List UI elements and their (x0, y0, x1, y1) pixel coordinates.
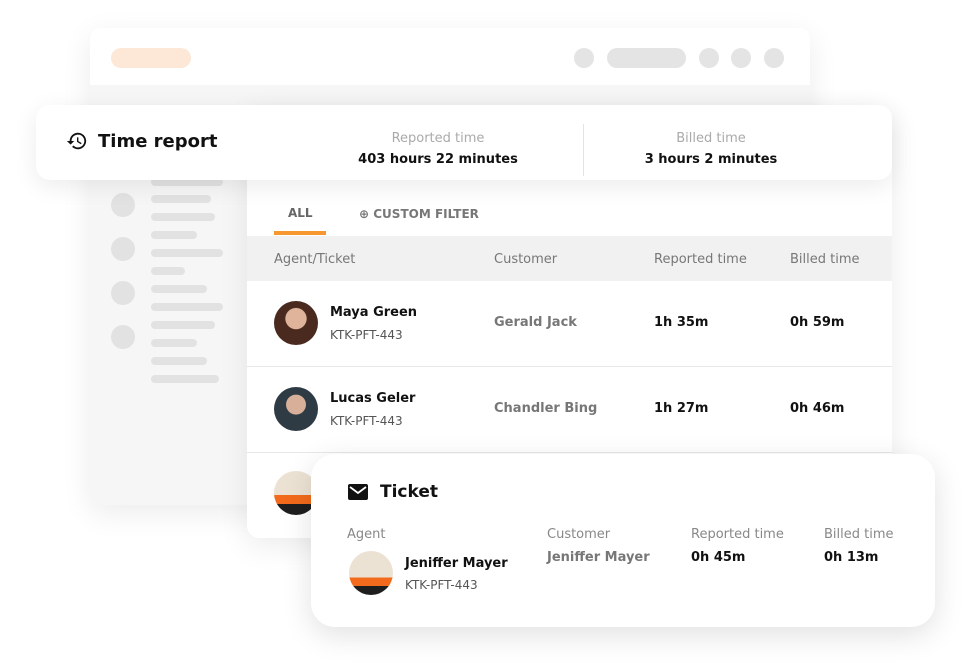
ticket-card (311, 454, 935, 627)
billed-time: 0h 13m (824, 550, 879, 565)
avatar (349, 551, 393, 595)
agent-name: Lucas Geler (330, 391, 416, 406)
skeleton-line (151, 178, 223, 186)
skeleton-line (151, 321, 215, 329)
ticket-title: Ticket (348, 482, 438, 502)
ticket-id[interactable]: KTK-PFT-443 (330, 414, 403, 428)
history-icon (66, 132, 87, 150)
tab-all[interactable]: ALL (288, 206, 313, 220)
column-header: Customer (494, 252, 558, 267)
ticket-title-text: Ticket (380, 482, 439, 502)
customer-name: Chandler Bing (494, 401, 598, 416)
skeleton-line (151, 267, 185, 275)
table-header (247, 236, 892, 281)
avatar (274, 387, 318, 431)
customer-name: Jeniffer Mayer (547, 550, 650, 565)
tab-custom-filter[interactable]: ⊕ CUSTOM FILTER (359, 207, 479, 221)
column-header: Reported time (654, 252, 747, 267)
customer-label: Customer (547, 527, 611, 542)
placeholder-pill (607, 48, 686, 68)
skeleton-line (151, 249, 223, 257)
skeleton-avatar (111, 237, 135, 261)
skeleton-line (151, 375, 219, 383)
placeholder-dot (731, 48, 751, 68)
stat-value: 403 hours 22 minutes (358, 152, 518, 167)
skeleton-avatar (111, 325, 135, 349)
skeleton-line (151, 357, 207, 365)
placeholder-dot (764, 48, 784, 68)
page-title: Time report (66, 130, 218, 152)
billed-label: Billed time (824, 527, 894, 542)
reported-time: 0h 45m (691, 550, 746, 565)
agent-name: Maya Green (330, 305, 418, 320)
billed-time: 0h 59m (790, 315, 845, 330)
skeleton-avatar (111, 281, 135, 305)
placeholder-dot (699, 48, 719, 68)
avatar (274, 301, 318, 345)
customer-name: Gerald Jack (494, 315, 577, 330)
ticket-id[interactable]: KTK-PFT-443 (330, 328, 403, 342)
plus-circle-icon: ⊕ (359, 207, 370, 221)
reported-time-stat: Reported time 403 hours 22 minutes (318, 131, 558, 167)
envelope-icon (348, 484, 368, 500)
stat-value: 3 hours 2 minutes (644, 152, 778, 167)
agent-label: Agent (347, 527, 386, 542)
skeleton-line (151, 303, 223, 311)
divider (583, 124, 584, 176)
report-header (36, 105, 892, 180)
table-row[interactable] (247, 281, 892, 367)
skeleton-avatar (111, 193, 135, 217)
column-header: Agent/Ticket (274, 252, 356, 267)
reported-time: 1h 35m (654, 315, 709, 330)
ticket-id[interactable]: KTK-PFT-443 (405, 578, 478, 592)
reported-time: 1h 27m (654, 401, 709, 416)
avatar (274, 471, 318, 515)
skeleton-line (151, 339, 197, 347)
column-header: Billed time (790, 252, 860, 267)
logo-placeholder (111, 48, 191, 68)
agent-name: Jeniffer Mayer (405, 556, 508, 571)
stat-label: Reported time (391, 131, 485, 146)
active-tab-indicator (274, 231, 326, 235)
tab-label: CUSTOM FILTER (373, 207, 479, 221)
background-window-topbar (90, 28, 810, 85)
stat-label: Billed time (676, 131, 746, 146)
skeleton-line (151, 195, 211, 203)
billed-time-stat: Billed time 3 hours 2 minutes (591, 131, 831, 167)
skeleton-line (151, 285, 207, 293)
skeleton-line (151, 213, 215, 221)
placeholder-dot (574, 48, 594, 68)
reported-label: Reported time (691, 527, 784, 542)
skeleton-line (151, 231, 197, 239)
billed-time: 0h 46m (790, 401, 845, 416)
table-row[interactable] (247, 367, 892, 453)
title-text: Time report (98, 130, 218, 152)
